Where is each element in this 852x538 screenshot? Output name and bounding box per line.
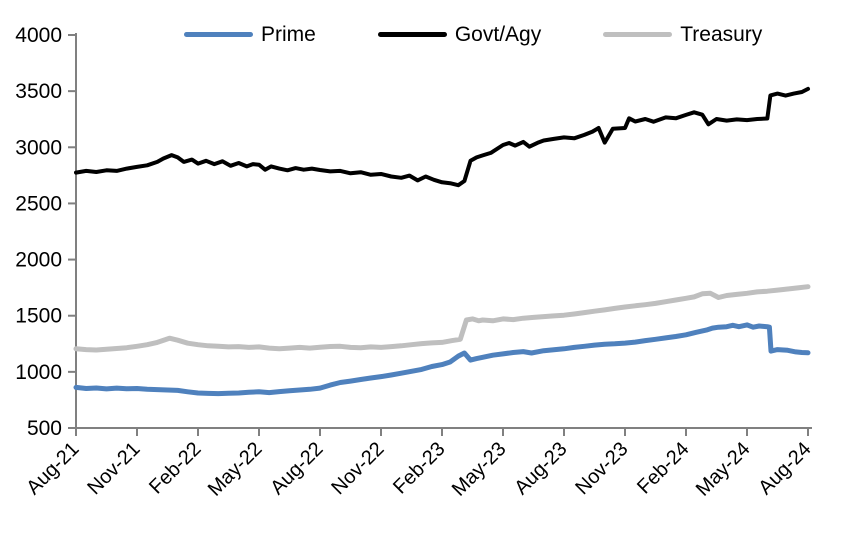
x-axis-tick-label: Aug-23 xyxy=(510,438,571,499)
y-axis-tick-label: 500 xyxy=(27,417,62,440)
y-axis-tick-label: 3500 xyxy=(15,80,62,103)
series-line-prime xyxy=(73,322,811,397)
y-axis-tick-label: 2500 xyxy=(15,192,62,215)
legend-label-treasury: Treasury xyxy=(680,23,763,46)
x-axis-tick-label: Aug-21 xyxy=(22,438,83,499)
x-axis-tick-label: May-24 xyxy=(692,438,755,501)
x-axis-tick-label: Feb-22 xyxy=(145,438,205,498)
x-axis-tick-label: Nov-23 xyxy=(571,438,632,499)
x-axis-tick-label: Feb-23 xyxy=(389,438,449,498)
legend-item-prime: Prime xyxy=(184,24,316,45)
x-axis-tick-label: May-23 xyxy=(448,438,511,501)
y-axis-tick-label: 1500 xyxy=(15,305,62,328)
x-axis-tick-label: Aug-22 xyxy=(266,438,327,499)
x-axis-tick-label: Nov-22 xyxy=(327,438,388,499)
legend-item-treasury: Treasury xyxy=(603,24,762,45)
x-axis-tick-label: Aug-24 xyxy=(754,438,815,499)
x-axis-tick-label: May-22 xyxy=(204,438,267,501)
y-axis-tick-label: 3000 xyxy=(15,136,62,159)
legend-label-prime: Prime xyxy=(261,23,316,46)
legend-label-govt-agy: Govt/Agy xyxy=(454,23,542,46)
prime-line-swatch xyxy=(184,32,253,37)
y-axis-tick-label: 1000 xyxy=(15,361,62,384)
series-line-treasury xyxy=(73,284,811,353)
y-axis-tick-label: 4000 xyxy=(15,24,62,47)
govt-agy-line-swatch xyxy=(377,32,447,37)
x-axis-tick-label: Feb-24 xyxy=(633,438,693,498)
x-axis-tick-label: Nov-21 xyxy=(83,438,144,499)
chart-legend: Prime Govt/Agy Treasury xyxy=(184,24,762,45)
legend-item-govt-agy: Govt/Agy xyxy=(377,23,542,46)
series-line-govt-agy xyxy=(74,86,810,188)
treasury-line-swatch xyxy=(603,32,673,37)
y-axis-tick-label: 2000 xyxy=(15,249,62,272)
